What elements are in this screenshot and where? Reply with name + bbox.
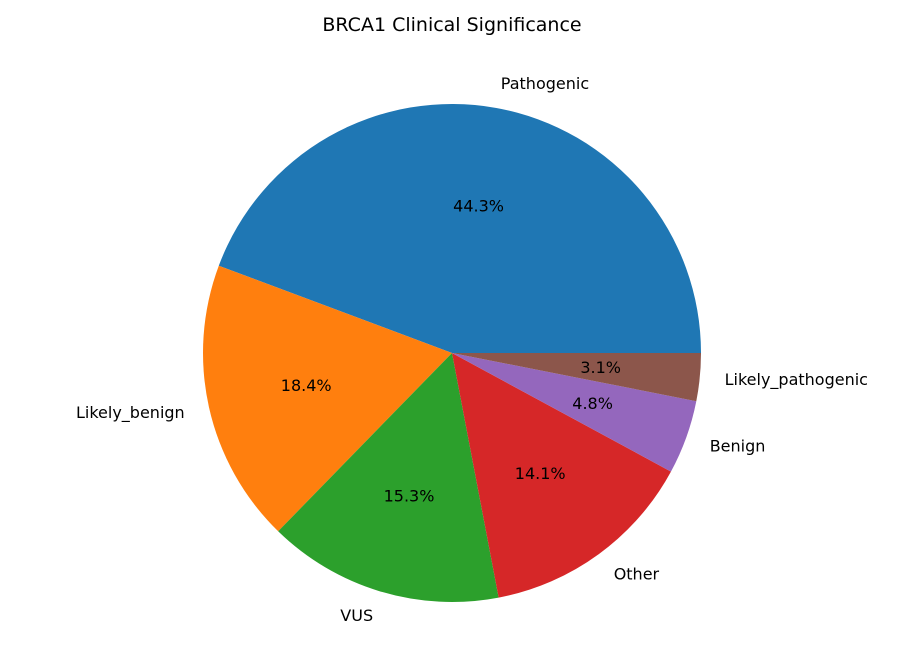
pct-label-vus: 15.3% (384, 487, 435, 506)
pie-slice-likely-benign (203, 265, 452, 532)
slice-labels: Pathogenic Likely_benign VUS Other Benign Lik… (76, 74, 868, 625)
pie-slice-pathogenic (218, 104, 702, 353)
pct-label-likely-pathogenic: 3.1% (580, 358, 621, 377)
slice-label-likely-pathogenic: Likely_pathogenic (725, 370, 868, 390)
pie-slice-likely-pathogenic (452, 353, 701, 402)
slice-label-likely-benign: Likely_benign (76, 403, 185, 423)
slice-label-vus: VUS (340, 606, 373, 625)
pie-slices (203, 104, 702, 603)
pct-label-benign: 4.8% (572, 394, 613, 413)
pct-label-likely-benign: 18.4% (281, 376, 332, 395)
slice-label-pathogenic: Pathogenic (501, 74, 589, 93)
percentage-labels: 44.3% 18.4% 15.3% 14.1% 4.8% 3.1% (281, 197, 621, 506)
pie-slice-vus (278, 353, 499, 603)
pct-label-other: 14.1% (515, 464, 566, 483)
pie-slice-benign (452, 353, 697, 472)
slice-label-other: Other (614, 565, 660, 584)
chart-title: BRCA1 Clinical Significance (322, 14, 581, 36)
pie-slice-other (452, 353, 671, 598)
slice-label-benign: Benign (710, 436, 766, 455)
pct-label-pathogenic: 44.3% (453, 197, 504, 216)
